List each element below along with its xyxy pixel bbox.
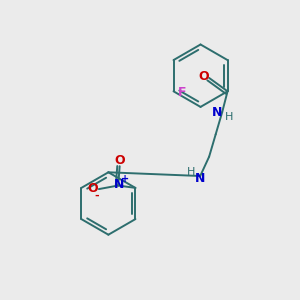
Text: N: N [114,178,124,190]
Text: N: N [212,106,222,118]
Text: +: + [121,174,129,184]
Text: F: F [178,86,186,99]
Text: H: H [225,112,233,122]
Text: -: - [95,190,99,201]
Text: O: O [87,182,98,195]
Text: H: H [187,167,195,177]
Text: O: O [199,70,209,83]
Text: O: O [114,154,125,167]
Text: N: N [194,172,205,185]
